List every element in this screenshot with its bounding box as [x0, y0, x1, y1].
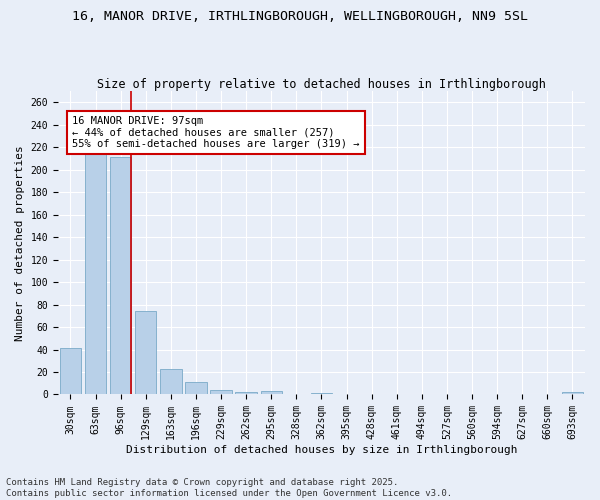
Bar — [60, 348, 81, 395]
Bar — [135, 312, 157, 394]
Bar — [160, 368, 182, 394]
Bar — [562, 392, 583, 394]
Y-axis label: Number of detached properties: Number of detached properties — [15, 145, 25, 340]
Bar — [185, 382, 206, 394]
Bar — [235, 392, 257, 394]
Bar — [110, 158, 131, 394]
X-axis label: Distribution of detached houses by size in Irthlingborough: Distribution of detached houses by size … — [126, 445, 517, 455]
Bar — [260, 391, 282, 394]
Text: 16, MANOR DRIVE, IRTHLINGBOROUGH, WELLINGBOROUGH, NN9 5SL: 16, MANOR DRIVE, IRTHLINGBOROUGH, WELLIN… — [72, 10, 528, 23]
Bar — [211, 390, 232, 394]
Bar — [85, 152, 106, 394]
Title: Size of property relative to detached houses in Irthlingborough: Size of property relative to detached ho… — [97, 78, 546, 91]
Text: 16 MANOR DRIVE: 97sqm
← 44% of detached houses are smaller (257)
55% of semi-det: 16 MANOR DRIVE: 97sqm ← 44% of detached … — [73, 116, 360, 149]
Text: Contains HM Land Registry data © Crown copyright and database right 2025.
Contai: Contains HM Land Registry data © Crown c… — [6, 478, 452, 498]
